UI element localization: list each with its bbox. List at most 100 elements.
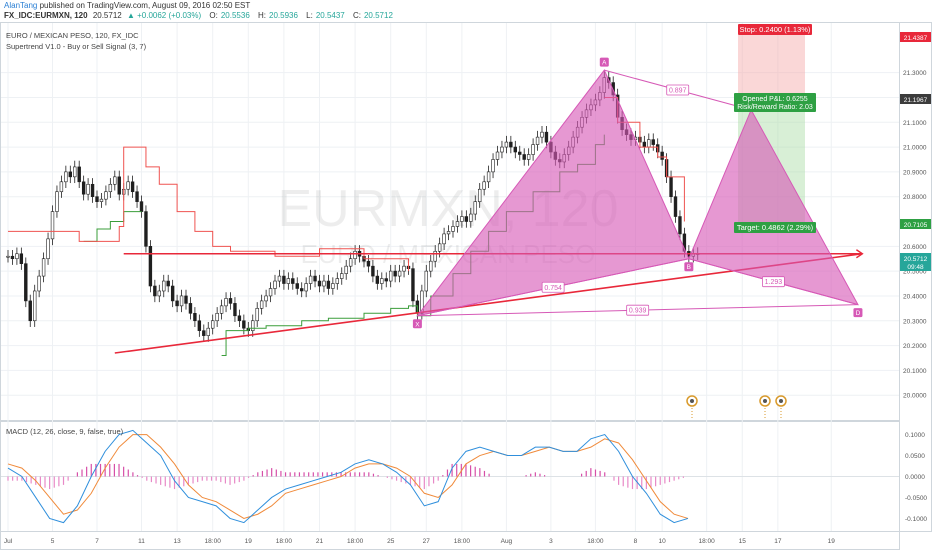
candle-body [384,278,388,282]
candle-body [153,285,157,297]
candle-body [224,298,228,307]
candle-body [50,211,55,240]
ratio-xb: 0.754 [544,285,562,292]
candle-body [81,181,86,195]
candle-body [41,258,46,277]
candle-body [77,166,81,183]
close-value: C: 20.5712 [352,11,393,20]
candle-body [460,216,464,222]
candle-body [486,171,491,183]
ratio-bd: 1.293 [765,279,783,286]
svg-text:20.7105: 20.7105 [904,222,928,229]
candle-body [402,265,406,272]
macd-tick-label: 0.0000 [905,474,925,481]
macd-tick-label: -0.0500 [905,495,927,502]
time-tick-label: 18:00 [454,538,471,545]
time-tick-label: 25 [387,538,395,545]
candle-body [473,201,477,215]
candle-body [464,216,469,222]
candle-body [197,320,202,331]
pivot-d-marker [853,308,863,318]
candle-body [451,226,455,232]
ratio-ac: 0.897 [669,87,687,94]
macd-tick-label: -0.1000 [905,516,927,523]
candle-body [28,300,32,322]
position-labels: Stop: 0.2400 (1.13%) Opened P&L: 0.6255 … [734,24,816,233]
candle-body [219,305,224,314]
candle-body [295,283,299,289]
low-value: L: 20.5437 [306,11,345,20]
svg-text:20.5712: 20.5712 [904,256,928,263]
price-badges: 21.4387 21.1967 20.7105 20.5712 09:48 [900,32,931,271]
candle-body [544,131,549,143]
candle-body [348,258,353,267]
time-tick-label: 18:00 [276,538,293,545]
time-axis[interactable] [0,531,900,550]
candle-body [108,183,113,193]
pivot-x-label: X [415,321,420,328]
time-tick-label: 13 [173,538,181,545]
candle-body [500,146,504,153]
target-label-bg [734,222,816,233]
candle-body [669,176,673,197]
high-value: H: 20.5936 [258,11,298,20]
candle-body [166,280,170,287]
candle-body [504,141,509,148]
stop-label-bg [738,24,812,35]
candle-body [170,285,175,302]
candle-body [433,250,437,262]
time-tick-label: 5 [51,538,55,545]
event-marker-icon[interactable] [775,395,787,420]
event-marker-icon[interactable] [686,395,698,420]
candle-body [455,221,460,227]
price-tick-label: 20.2000 [903,343,927,350]
candle-body [175,300,179,307]
pivot-x-marker [412,319,422,329]
time-tick-label: 15 [739,538,747,545]
candle-body [255,308,259,322]
candle-body [90,183,95,197]
candle-body [259,300,264,309]
candle-body [535,136,540,145]
last-price: 20.5712 [92,11,122,20]
candle-body [15,253,19,260]
price-axis[interactable] [899,22,932,532]
candle-body [647,139,651,148]
candle-body [193,313,197,322]
candle-body [380,278,384,284]
candle-body [531,144,535,155]
macd-tick-label: 0.1000 [905,432,925,439]
time-tick-label: 3 [549,538,553,545]
candle-body [24,263,28,302]
event-markers[interactable] [686,395,787,420]
candle-body [651,139,655,145]
candle-body [139,201,144,212]
target-label: Target: 0.4862 (2.29%) [737,223,814,232]
candle-body [299,288,304,292]
time-tick-label: Jul [4,538,13,545]
ratio-xb-bg [541,281,565,293]
ratio-ac-bg [666,84,690,96]
candle-body [366,260,371,267]
candle-body [148,246,153,287]
author-link[interactable]: AlanTang [4,1,38,10]
candle-body [251,320,255,331]
event-marker-icon[interactable] [759,395,771,420]
price-tick-label: 20.6000 [903,244,927,251]
price-tick-label: 21.3000 [903,70,927,77]
pnl-label: Opened P&L: 0.6255 [742,96,807,103]
pivot-b-label: B [687,264,691,271]
candle-body [411,268,415,302]
rr-label: Risk/Reward Ratio: 2.03 [737,104,813,111]
time-tick-label: 18:00 [699,538,716,545]
stop-label: Stop: 0.2400 (1.13%) [740,25,811,34]
candle-body [340,273,344,279]
candle-body [46,238,50,260]
candle-body [678,216,682,235]
candle-body [126,181,130,190]
candle-body [313,275,317,282]
publish-info: published on TradingView.com, August 09,… [39,1,251,10]
candle-body [233,303,237,317]
